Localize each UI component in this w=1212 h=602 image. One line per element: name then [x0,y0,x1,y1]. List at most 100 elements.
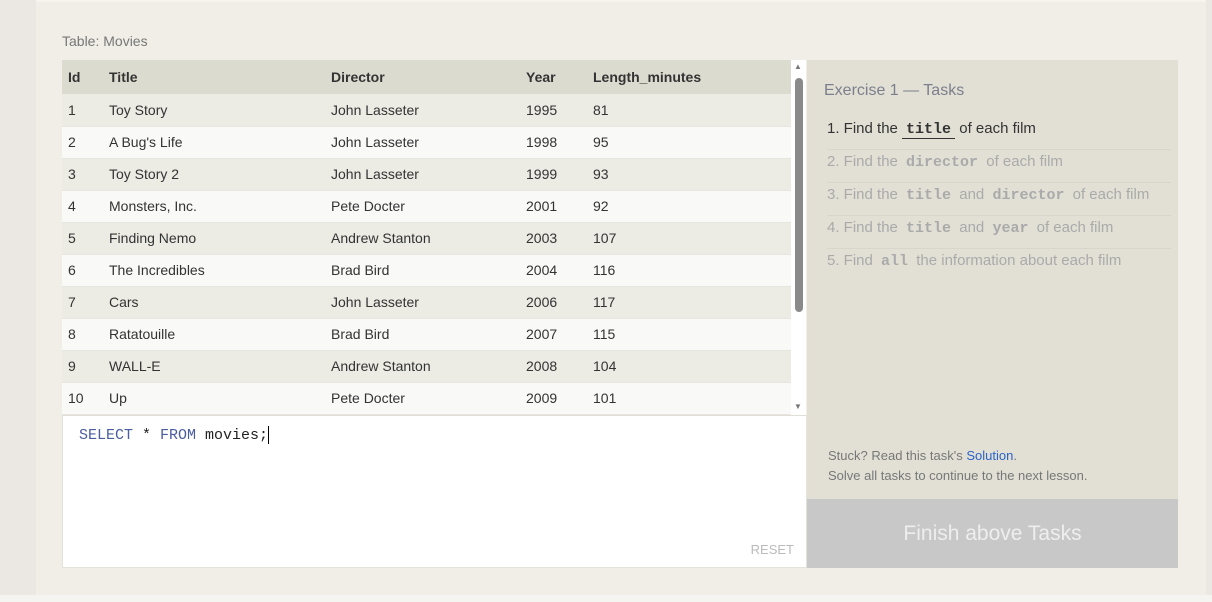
tasks-panel: Exercise 1 — Tasks 1. Find the title of … [807,60,1178,499]
table-cell: John Lasseter [325,126,520,159]
task-text: 4. Find the [827,219,903,236]
table-cell: 93 [587,158,791,191]
table-cell: Finding Nemo [103,222,325,255]
table-row: 4 Monsters, Inc. Pete Docter 2001 92 [62,190,791,223]
table-cell: 2007 [520,318,587,351]
table-cell: Andrew Stanton [325,350,520,383]
scrollbar-thumb[interactable] [795,78,803,312]
column-header: Year [520,60,587,94]
help-text: Stuck? Read this task's Solution. Solve … [828,446,1087,486]
table-cell: 117 [587,286,791,319]
table-cell: Pete Docter [325,382,520,415]
table-cell: Pete Docter [325,190,520,223]
table-cell: Toy Story 2 [103,158,325,191]
results-table-container: Id Title Director Year Length_minutes 1 Toy S… [62,60,806,415]
table-row: 7 Cars John Lasseter 2006 117 [62,286,791,319]
task-text: of each film [982,153,1063,170]
sql-code[interactable]: SELECT * FROM movies; [79,426,270,444]
solution-link[interactable]: Solution [966,448,1014,463]
table-cell: 2003 [520,222,587,255]
table-cell: 2009 [520,382,587,415]
table-cell: 81 [587,94,791,127]
movies-table: Id Title Director Year Length_minutes 1 Toy S… [62,60,791,415]
exercise-title: Exercise 1 — Tasks [824,82,965,99]
table-row: 10 Up Pete Docter 2009 101 [62,382,791,415]
task-item: 5. Find all the information about each f… [827,249,1171,282]
task-text: of each film [1068,186,1150,203]
stuck-end: . [1013,448,1017,463]
table-cell: 2001 [520,190,587,223]
table-cell: 9 [62,350,103,383]
table-cell: 4 [62,190,103,223]
footer-strip [0,595,1212,602]
column-header: Length_minutes [587,60,791,94]
column-header: Director [325,60,520,94]
table-row: 5 Finding Nemo Andrew Stanton 2003 107 [62,222,791,255]
table-cell: Up [103,382,325,415]
table-cell: 115 [587,318,791,351]
table-cell: 5 [62,222,103,255]
table-cell: Brad Bird [325,318,520,351]
task-text: 3. Find the [827,186,903,203]
table-row: 9 WALL-E Andrew Stanton 2008 104 [62,350,791,383]
star: * [133,426,161,444]
table-cell: 1999 [520,158,587,191]
task-code: title [906,220,952,237]
table-cell: 1998 [520,126,587,159]
table-cell: 3 [62,158,103,191]
table-scrollbar[interactable]: ▲ ▼ [791,60,806,415]
continue-text: Solve all tasks to continue to the next … [828,468,1088,483]
sql-editor[interactable]: SELECT * FROM movies; RESET [62,415,807,568]
task-text: of each film [955,120,1036,137]
task-list: 1. Find the title of each film 2. Find th… [827,117,1171,282]
table-cell: 116 [587,254,791,287]
table-cell: 7 [62,286,103,319]
table-cell: 101 [587,382,791,415]
table-cell: 10 [62,382,103,415]
task-text: 2. Find the [827,153,903,170]
table-cell: Andrew Stanton [325,222,520,255]
table-cell: 2004 [520,254,587,287]
task-code: director [992,187,1065,204]
scroll-up-icon[interactable]: ▲ [794,62,802,71]
table-cell: 6 [62,254,103,287]
table-cell: John Lasseter [325,94,520,127]
task-code: title [902,121,956,139]
stuck-text: Stuck? Read this task's [828,448,967,463]
table-cell: A Bug's Life [103,126,325,159]
reset-button[interactable]: RESET [750,542,794,557]
task-item: 4. Find the title and year of each film [827,216,1171,249]
task-item: 2. Find the director of each film [827,150,1171,183]
table-cell: 1 [62,94,103,127]
table-cell: 95 [587,126,791,159]
table-cell: John Lasseter [325,286,520,319]
column-header: Id [62,60,103,94]
table-cell: The Incredibles [103,254,325,287]
task-code: title [906,187,952,204]
text-cursor [268,426,270,444]
finish-tasks-button[interactable]: Finish above Tasks [807,499,1178,568]
table-cell: 2008 [520,350,587,383]
table-label: Table: Movies [62,33,148,49]
keyword-select: SELECT [79,426,134,444]
table-cell: 8 [62,318,103,351]
table-name: movies; [196,426,269,444]
table-cell: Brad Bird [325,254,520,287]
table-cell: Ratatouille [103,318,325,351]
table-cell: 92 [587,190,791,223]
task-code: all [881,253,909,270]
task-text: and [955,186,989,203]
task-item: 3. Find the title and director of each f… [827,183,1171,216]
task-item: 1. Find the title of each film [827,117,1171,150]
keyword-from: FROM [160,426,197,444]
table-cell: Cars [103,286,325,319]
task-code: director [906,154,979,171]
table-cell: Toy Story [103,94,325,127]
table-cell: 1995 [520,94,587,127]
scroll-down-icon[interactable]: ▼ [794,402,802,411]
task-text: 5. Find [827,252,878,269]
task-text: of each film [1032,219,1114,236]
task-text: the information about each film [912,252,1122,269]
table-row: 8 Ratatouille Brad Bird 2007 115 [62,318,791,351]
